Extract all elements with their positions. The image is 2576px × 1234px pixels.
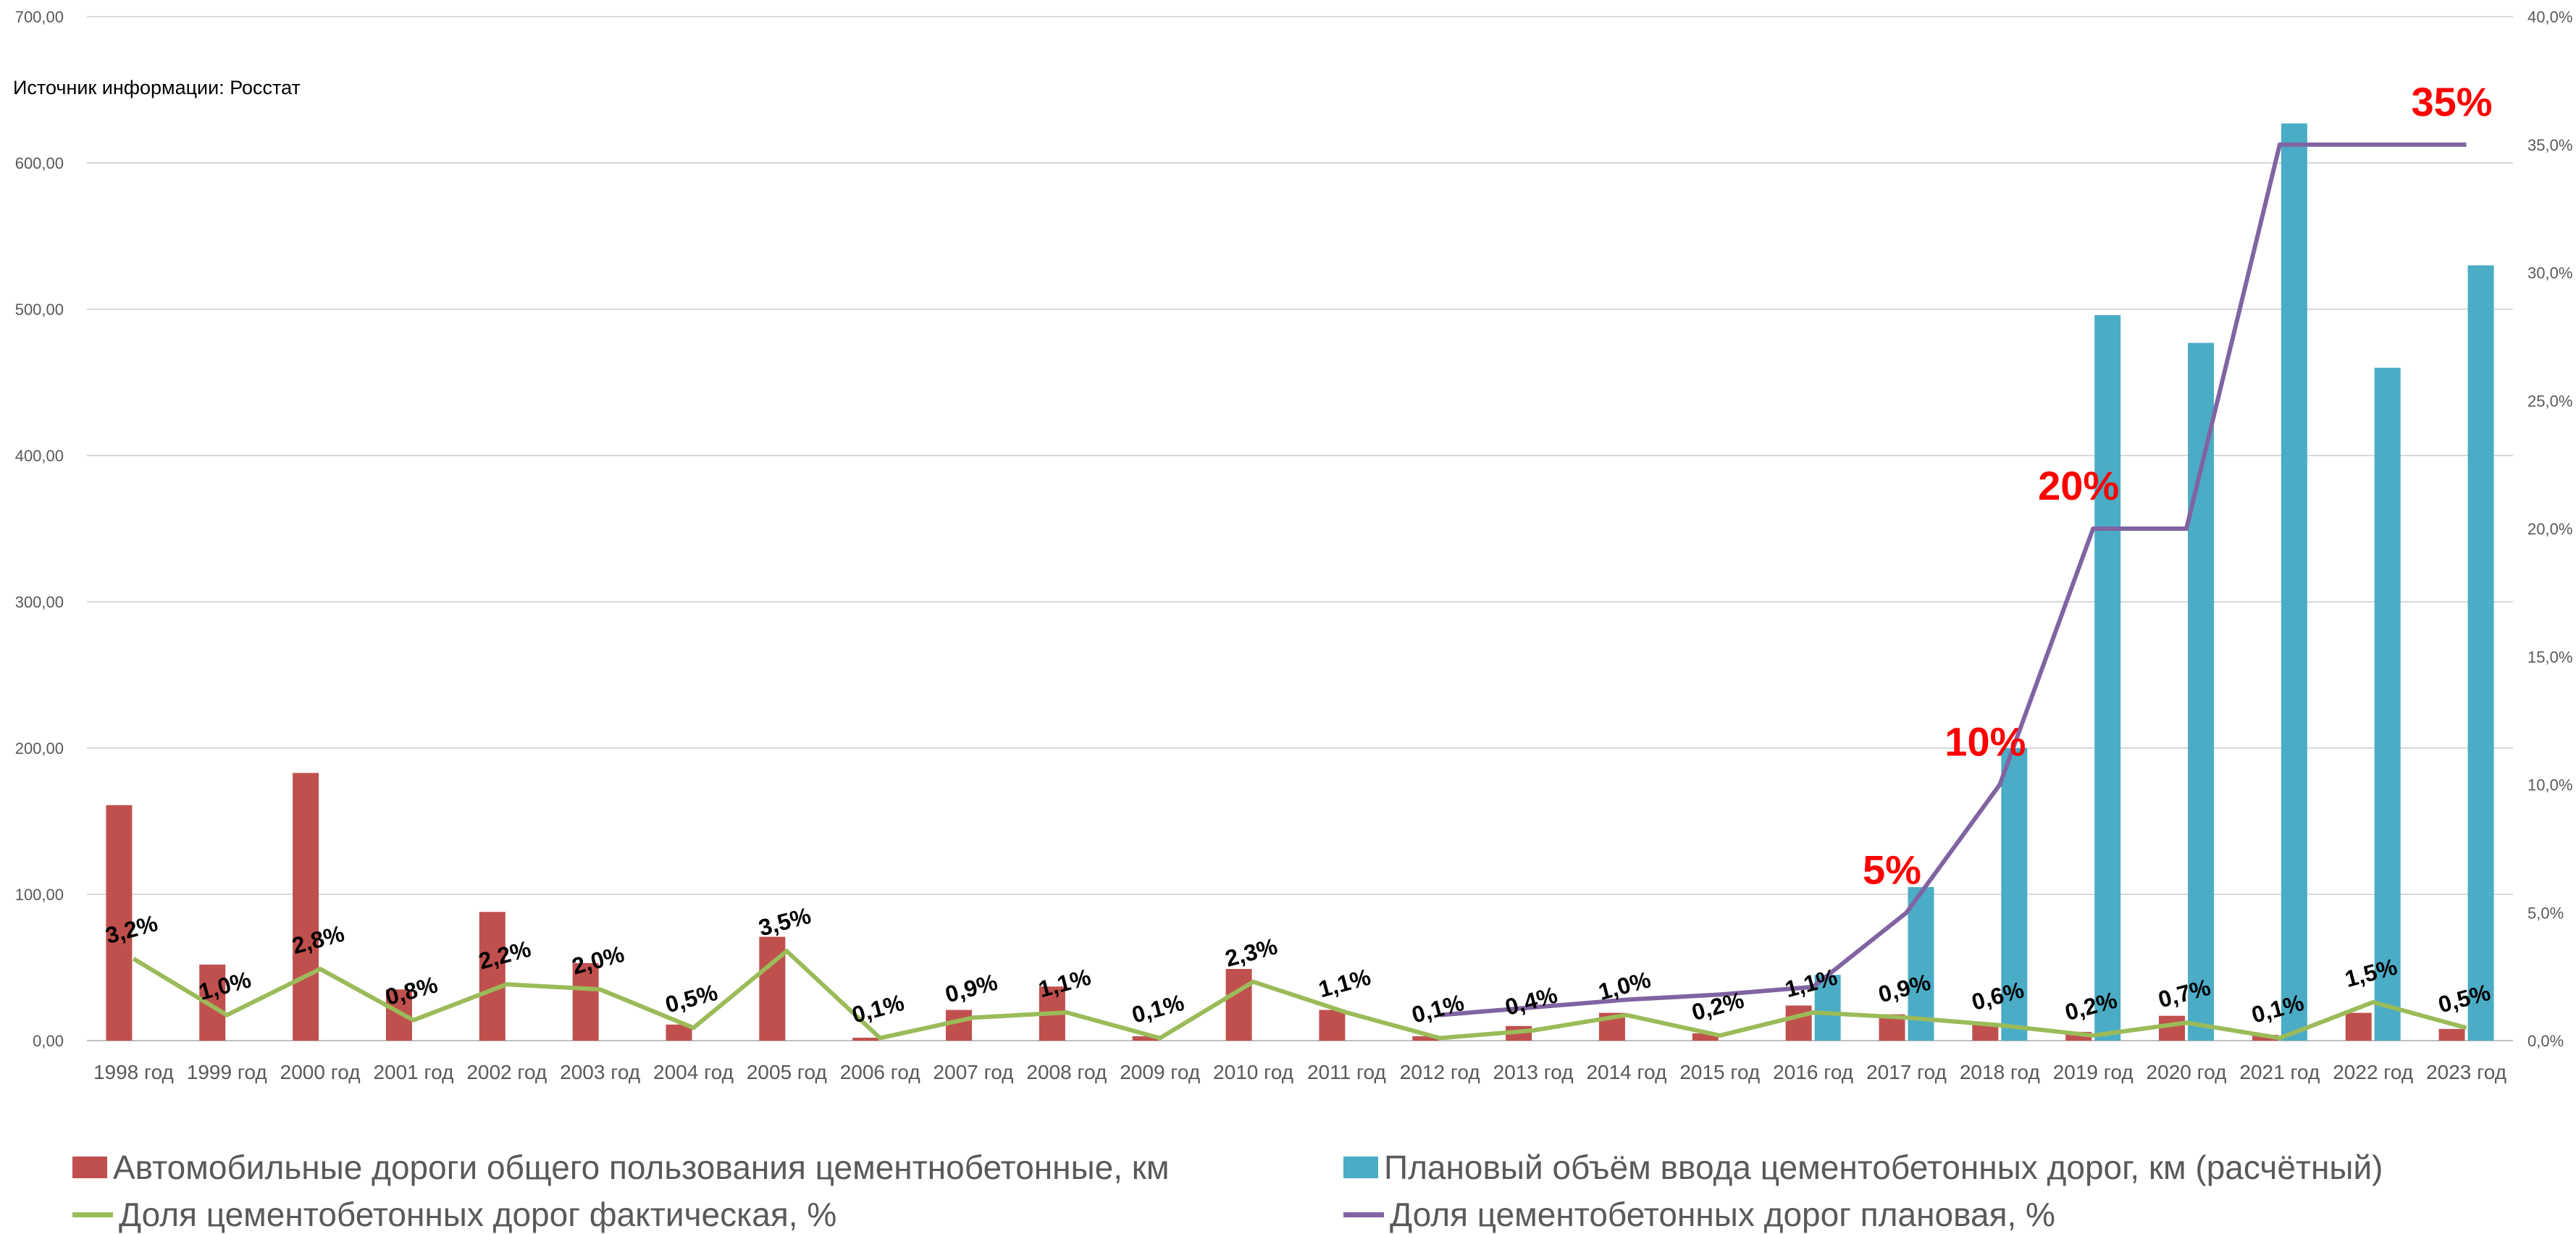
bar-planned-24 <box>2374 367 2401 1041</box>
data-label-actual-share: 0,1% <box>1409 989 1467 1028</box>
bar-actual-12 <box>1225 969 1252 1041</box>
x-tick-label: 2014 год <box>1586 1061 1666 1083</box>
x-tick-label: 2002 год <box>466 1061 547 1083</box>
y-right-tick-label: 10,0% <box>2527 776 2572 794</box>
x-tick-label: 2019 год <box>2053 1061 2134 1083</box>
x-tick-label: 2008 год <box>1026 1061 1107 1083</box>
y-right-tick-label: 0,0% <box>2527 1032 2564 1050</box>
annotation-planned-share: 35% <box>2412 79 2493 125</box>
x-tick-label: 2005 год <box>747 1061 827 1083</box>
line-planned-share <box>1440 142 2467 1017</box>
bar-actual-0 <box>106 805 133 1041</box>
legend-swatch-planned-line <box>1343 1212 1384 1217</box>
y-left-tick-label: 500,00 <box>15 301 64 319</box>
x-tick-label: 2003 год <box>560 1061 640 1083</box>
y-right-tick-label: 5,0% <box>2527 904 2564 922</box>
x-tick-label: 2013 год <box>1493 1061 1574 1083</box>
bar-actual-8 <box>852 1037 879 1041</box>
bar-actual-4 <box>479 912 505 1041</box>
legend-label-planned-line: Доля цементобетонных дорог плановая, % <box>1390 1196 2055 1233</box>
x-tick-label: 2004 год <box>653 1061 734 1083</box>
y-left-tick-label: 200,00 <box>15 739 64 757</box>
x-tick-label: 2010 год <box>1213 1061 1293 1083</box>
line-actual-share <box>132 949 2467 1041</box>
bar-planned-22 <box>2188 343 2215 1041</box>
x-tick-label: 2007 год <box>934 1061 1014 1083</box>
x-tick-label: 1999 год <box>187 1061 267 1083</box>
x-tick-label: 1998 год <box>93 1061 174 1083</box>
x-tick-label: 2001 год <box>373 1061 453 1083</box>
annotation-planned-share: 5% <box>1863 847 1921 892</box>
data-label-actual-share: 2,3% <box>1222 933 1280 972</box>
legend-item-actual-bar: Автомобильные дороги общего пользования … <box>72 1148 1170 1187</box>
legend-label-actual-bar: Автомобильные дороги общего пользования … <box>113 1149 1170 1186</box>
bar-actual-2 <box>293 773 319 1041</box>
data-label-actual-share: 0,1% <box>849 989 907 1028</box>
x-tick-label: 2023 год <box>2426 1061 2506 1083</box>
data-label-actual-share: 0,9% <box>942 969 1000 1008</box>
bar-planned-20 <box>2001 748 2028 1041</box>
y-right-tick-label: 35,0% <box>2527 136 2572 154</box>
y-left-tick-label: 600,00 <box>15 154 64 172</box>
legend-swatch-planned-bar <box>1343 1157 1378 1178</box>
x-tick-label: 2020 год <box>2147 1061 2227 1083</box>
bar-planned-18 <box>1814 975 1841 1041</box>
source-note: Источник информации: Росстат <box>13 77 301 98</box>
x-tick-label: 2000 год <box>280 1061 361 1083</box>
bar-actual-22 <box>2159 1015 2186 1041</box>
y-right-tick-label: 25,0% <box>2527 392 2572 410</box>
y-right-tick-label: 15,0% <box>2527 648 2572 666</box>
bar-actual-25 <box>2438 1028 2465 1041</box>
x-tick-label: 2016 год <box>1773 1061 1853 1083</box>
legend-swatch-actual-bar <box>72 1157 107 1178</box>
bar-planned-23 <box>2281 123 2307 1041</box>
bar-actual-18 <box>1785 1005 1812 1041</box>
bar-planned-25 <box>2467 265 2494 1041</box>
legend-label-planned-bar: Плановый объём ввода цементобетонных дор… <box>1384 1149 2383 1186</box>
y-right-tick-label: 20,0% <box>2527 520 2572 538</box>
annotation-planned-share: 20% <box>2038 463 2119 508</box>
x-tick-label: 2006 год <box>840 1061 920 1083</box>
legend-label-actual-line: Доля цементобетонных дорог фактическая, … <box>119 1196 837 1233</box>
data-label-actual-share: 1,1% <box>1316 964 1374 1003</box>
x-tick-label: 2015 год <box>1679 1061 1760 1083</box>
bar-actual-9 <box>946 1010 973 1041</box>
x-tick-label: 2011 год <box>1307 1061 1386 1083</box>
y-left-tick-label: 700,00 <box>15 8 64 26</box>
legend-item-planned-bar: Плановый объём ввода цементобетонных дор… <box>1343 1148 2383 1187</box>
bar-actual-7 <box>759 936 786 1041</box>
legend-item-actual-line: Доля цементобетонных дорог фактическая, … <box>72 1195 836 1234</box>
legend-item-planned-line: Доля цементобетонных дорог плановая, % <box>1343 1195 2055 1234</box>
bar-actual-24 <box>2345 1012 2372 1041</box>
data-label-actual-share: 3,5% <box>756 902 814 941</box>
y-left-tick-label: 300,00 <box>15 593 64 611</box>
y-left-tick-label: 400,00 <box>15 447 64 465</box>
x-tick-label: 2021 год <box>2239 1061 2320 1083</box>
x-tick-label: 2018 год <box>1960 1061 2040 1083</box>
legend-swatch-actual-line <box>72 1212 113 1217</box>
x-tick-label: 2009 год <box>1120 1061 1200 1083</box>
annotation-planned-share: 10% <box>1944 719 2026 765</box>
bar-actual-5 <box>572 962 599 1041</box>
x-tick-label: 2012 год <box>1400 1061 1480 1083</box>
bar-actual-14 <box>1412 1036 1439 1041</box>
bar-actual-11 <box>1132 1036 1159 1041</box>
data-label-actual-share: 0,1% <box>1129 989 1187 1028</box>
bar-planned-19 <box>1908 886 1934 1041</box>
bar-actual-17 <box>1692 1033 1719 1041</box>
x-tick-label: 2017 год <box>1866 1061 1947 1083</box>
bar-actual-6 <box>666 1024 692 1041</box>
y-right-tick-label: 40,0% <box>2527 8 2572 26</box>
y-left-tick-label: 100,00 <box>15 886 64 904</box>
bar-planned-21 <box>2094 315 2121 1041</box>
bar-actual-13 <box>1319 1010 1346 1041</box>
y-left-tick-label: 0,00 <box>33 1032 64 1050</box>
x-tick-label: 2022 год <box>2333 1061 2413 1083</box>
y-right-tick-label: 30,0% <box>2527 264 2572 282</box>
data-label-actual-share: 0,4% <box>1502 981 1560 1020</box>
data-label-actual-share: 0,2% <box>1689 986 1747 1025</box>
